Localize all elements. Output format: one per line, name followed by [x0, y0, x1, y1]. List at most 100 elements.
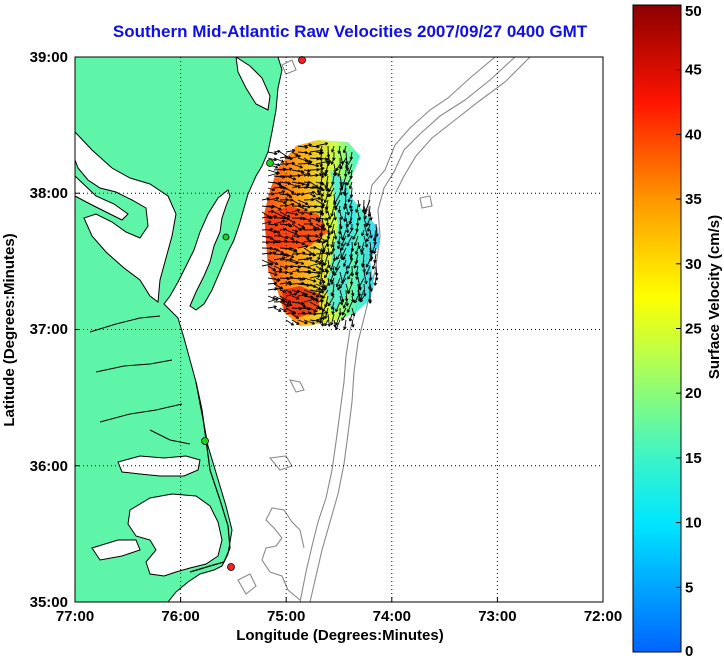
current-arrow: [285, 211, 299, 216]
colorbar-ticks: 0 5 10 15 20 25 30 35 40 45 50: [676, 3, 702, 659]
y-tick-label: 37:00: [30, 321, 68, 338]
site-outer-banks-marker: [201, 437, 209, 445]
current-arrow: [329, 259, 335, 271]
map-title: Southern Mid-Atlantic Raw Velocities 200…: [112, 22, 588, 41]
current-arrow: [349, 205, 354, 213]
current-arrow: [347, 271, 353, 280]
current-arrow: [319, 229, 323, 237]
current-arrow: [368, 295, 372, 304]
current-arrow: [361, 259, 365, 268]
current-arrow: [365, 235, 371, 243]
current-arrow: [285, 156, 293, 161]
current-arrow: [309, 261, 322, 267]
current-arrow: [303, 151, 312, 156]
current-arrow: [351, 295, 355, 303]
current-arrow: [333, 319, 337, 328]
current-arrow: [273, 219, 286, 225]
current-arrow: [309, 193, 316, 198]
current-arrow: [297, 311, 306, 315]
current-arrow: [355, 247, 359, 255]
current-arrow: [328, 181, 335, 193]
current-arrow: [347, 283, 353, 294]
colorbar-tick-label: 25: [685, 321, 702, 338]
current-arrow: [315, 227, 327, 232]
x-tick-label: 74:00: [373, 608, 411, 625]
current-arrow: [309, 204, 318, 209]
current-arrow: [357, 241, 361, 249]
current-arrow: [303, 297, 316, 303]
y-tick-label: 35:00: [30, 594, 68, 611]
current-arrow: [337, 235, 341, 245]
pamlico-sound: [127, 493, 223, 577]
current-arrow: [351, 307, 356, 317]
current-arrow: [291, 295, 300, 300]
current-arrow: [303, 256, 313, 261]
current-arrow: [340, 241, 347, 251]
site-hatteras-marker: [227, 563, 235, 571]
current-arrow: [279, 295, 292, 303]
current-arrow: [285, 289, 292, 294]
x-tick-label: 76:00: [161, 608, 199, 625]
current-arrow: [303, 277, 317, 283]
current-arrow: [359, 295, 365, 303]
current-arrow: [331, 307, 335, 315]
current-arrow: [291, 289, 300, 294]
current-arrow: [315, 240, 326, 244]
x-tick-label: 77:00: [56, 608, 94, 625]
current-arrow: [273, 307, 282, 312]
current-arrow: [335, 301, 341, 313]
current-arrow: [315, 311, 329, 315]
current-arrow: [303, 160, 313, 165]
colorbar-tick-label: 15: [685, 450, 702, 467]
current-arrow: [339, 289, 345, 303]
current-arrow: [273, 265, 283, 271]
current-arrow: [303, 235, 310, 240]
current-arrow: [335, 163, 341, 172]
current-arrow: [267, 187, 276, 192]
current-arrow: [279, 265, 288, 270]
y-axis-label: Latitude (Degrees:Minutes): [1, 233, 18, 426]
site-delaware-marker: [266, 159, 274, 167]
current-arrow: [335, 277, 341, 288]
current-arrow: [285, 223, 293, 228]
current-arrow: [357, 199, 361, 208]
current-arrow: [369, 283, 373, 292]
current-arrow: [322, 289, 329, 299]
current-arrow: [273, 229, 281, 234]
current-arrow: [297, 244, 309, 249]
current-arrow: [324, 319, 329, 327]
current-arrow: [261, 262, 274, 267]
chesapeake-bay: [75, 131, 177, 303]
current-arrow: [339, 157, 347, 170]
current-arrow: [309, 274, 321, 279]
current-arrow: [285, 253, 295, 258]
site-top-marker: [298, 56, 306, 64]
current-arrow: [342, 175, 347, 186]
current-arrow: [285, 167, 293, 171]
current-arrow: [297, 319, 308, 325]
current-arrow: [347, 163, 353, 175]
current-arrow: [340, 235, 347, 247]
colorbar: [632, 4, 682, 653]
current-arrow: [365, 265, 371, 276]
current-arrow: [285, 217, 296, 224]
current-arrow: [342, 259, 347, 267]
colorbar-tick-label: 0: [685, 643, 693, 659]
current-arrow: [297, 205, 308, 211]
current-arrow: [315, 251, 329, 255]
current-arrow: [348, 199, 353, 209]
current-arrow: [291, 319, 300, 325]
current-arrow: [279, 186, 287, 190]
velocity-hotspot-south: [282, 286, 320, 318]
current-arrow: [291, 208, 301, 213]
delaware-bay: [235, 57, 271, 111]
current-arrow: [345, 163, 349, 172]
current-arrow: [267, 295, 276, 300]
current-arrow: [267, 151, 278, 156]
river-inlet: [89, 315, 191, 445]
current-arrow: [363, 283, 367, 297]
current-arrow: [348, 313, 353, 322]
current-arrow: [351, 319, 355, 328]
current-arrow: [297, 211, 305, 215]
